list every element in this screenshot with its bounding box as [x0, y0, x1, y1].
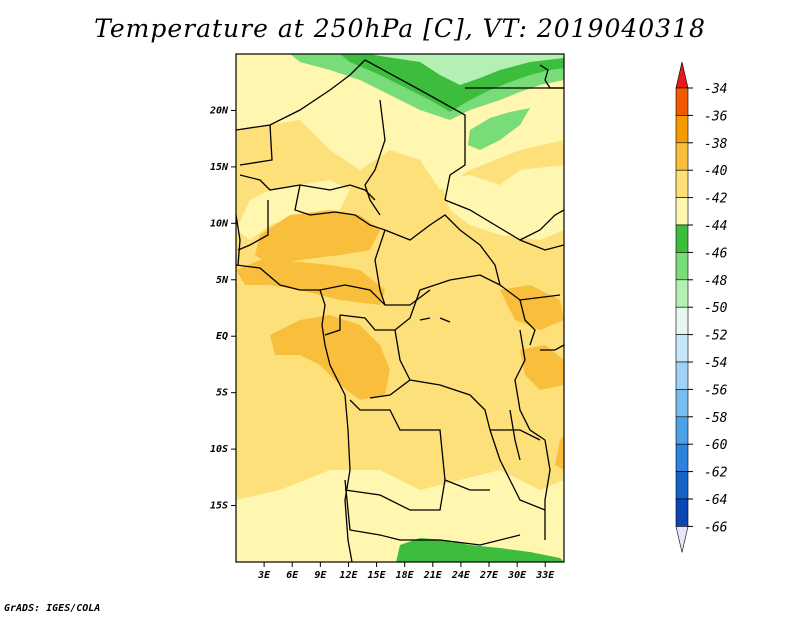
- colorbar-label: -54: [704, 356, 727, 371]
- lon-tick-label: 27E: [479, 570, 499, 581]
- lon-tick-label: 3E: [257, 570, 271, 581]
- longitude-axis: 3E 6E 9E 12E 15E 18E 21E 24E 27E 30E 33E: [257, 562, 555, 581]
- colorbar-segment: [675, 252, 689, 281]
- colorbar-label: -44: [704, 219, 727, 234]
- colorbar-label: -34: [704, 82, 727, 97]
- lat-tick-label: 5N: [216, 275, 229, 286]
- colorbar-segment: [675, 197, 689, 226]
- lon-tick-label: 6E: [286, 570, 299, 581]
- colorbar-label: -56: [704, 383, 728, 398]
- colorbar-segment: [675, 169, 689, 198]
- colorbar-label: -62: [704, 466, 728, 481]
- colorbar-segment: [675, 224, 689, 253]
- colorbar-segment: [675, 279, 689, 308]
- lat-tick-label: EQ: [216, 331, 228, 342]
- country-borders: [236, 59, 564, 546]
- lon-tick-label: 24E: [451, 570, 471, 581]
- colorbar-label: -58: [704, 411, 728, 426]
- colorbar-label: -46: [704, 246, 728, 261]
- temperature-field: [236, 54, 564, 562]
- lat-tick-label: 10S: [210, 444, 228, 455]
- colorbar-label: -60: [704, 438, 728, 453]
- colorbar-segment: [675, 334, 689, 363]
- map-title: Temperature at 250hPa [C], VT: 201904031…: [94, 14, 706, 43]
- colorbar-segment: [675, 498, 689, 527]
- colorbar-label: -50: [704, 301, 728, 316]
- lon-tick-label: 18E: [396, 570, 415, 581]
- colorbar-label: -38: [704, 137, 728, 152]
- colorbar-label: -66: [704, 520, 728, 535]
- colorbar-segment: [675, 389, 689, 418]
- lat-tick-label: 15S: [210, 501, 228, 512]
- lat-tick-label: 20N: [209, 105, 229, 116]
- colorbar-bottom-arrow: [675, 526, 689, 553]
- coastline: [236, 64, 564, 562]
- lon-tick-label: 9E: [314, 570, 327, 581]
- lon-tick-label: 33E: [535, 570, 555, 581]
- colorbar-segment: [675, 306, 689, 335]
- colorbar-segment: [675, 142, 689, 171]
- lon-tick-label: 15E: [368, 570, 387, 581]
- colorbar-label: -40: [704, 164, 728, 179]
- colorbar-segment: [675, 416, 689, 445]
- colorbar-label: -36: [704, 109, 728, 124]
- lat-tick-label: 10N: [210, 218, 229, 229]
- colorbar-segment: [675, 361, 689, 390]
- colorbar-label: -48: [704, 274, 728, 289]
- lon-tick-label: 12E: [339, 570, 358, 581]
- lat-tick-label: 5S: [216, 388, 228, 399]
- grads-footer: GrADS: IGES/COLA: [4, 603, 101, 614]
- colorbar-segment: [675, 471, 689, 500]
- colorbar-segment: [675, 443, 689, 472]
- colorbar-label: -42: [704, 192, 728, 207]
- colorbar: -34 -36 -38 -40 -42 -44 -46 -48 -50 -52 -54 -56 -58 -…: [675, 61, 728, 553]
- colorbar-segment: [675, 115, 689, 144]
- lon-tick-label: 30E: [507, 570, 527, 581]
- lon-tick-label: 21E: [423, 570, 443, 581]
- colorbar-label: -64: [704, 493, 727, 508]
- map-frame: [235, 53, 565, 563]
- colorbar-label: -52: [704, 329, 728, 344]
- lat-tick-label: 15N: [210, 162, 229, 173]
- latitude-axis: 20N 15N 10N 5N EQ 5S 10S 15S: [209, 105, 236, 512]
- colorbar-top-arrow: [675, 61, 689, 89]
- colorbar-segment: [675, 87, 689, 116]
